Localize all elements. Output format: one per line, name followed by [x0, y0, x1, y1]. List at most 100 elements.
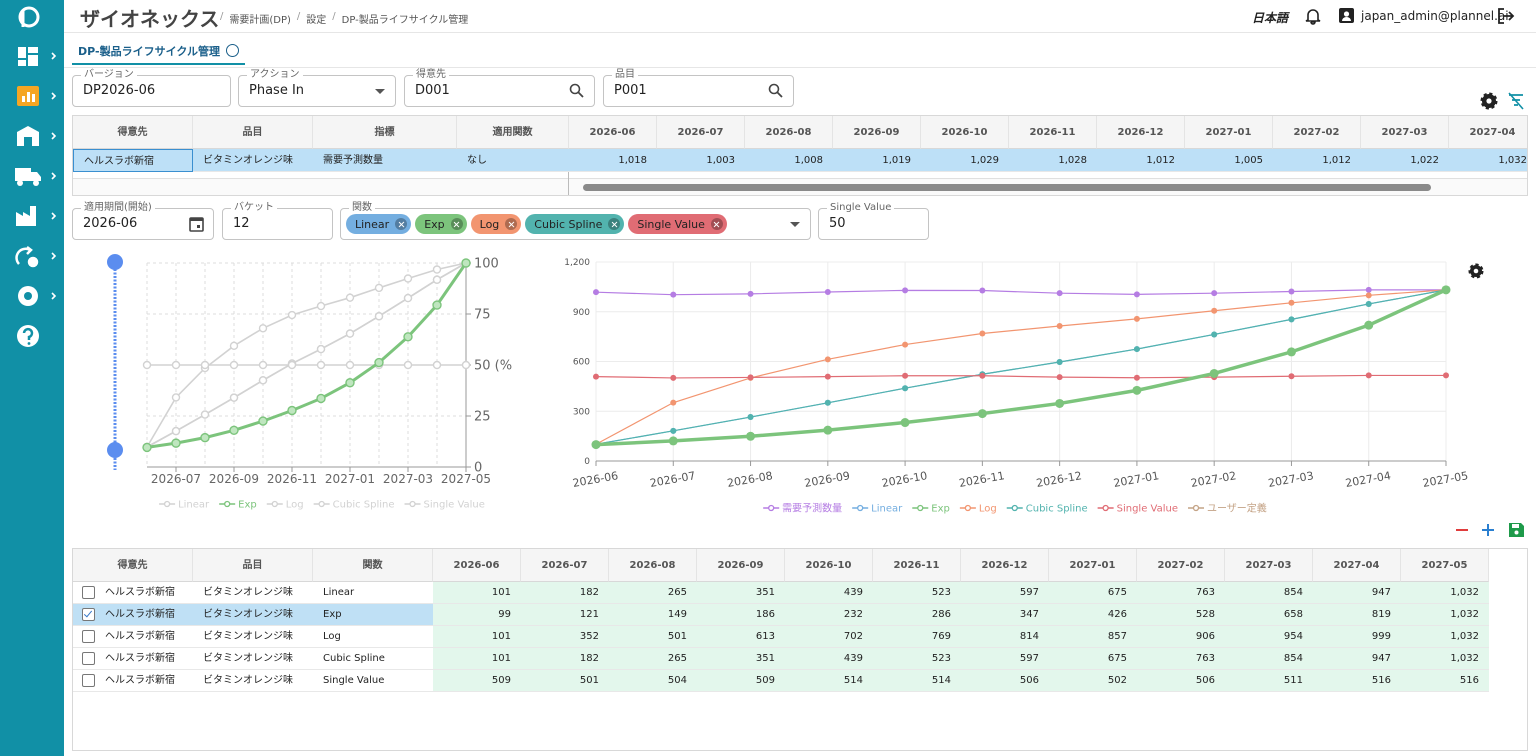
nav-settings[interactable]	[18, 286, 38, 306]
x-tick-label: 2026-06	[572, 469, 620, 490]
bucket-field[interactable]: バケット 12	[222, 202, 333, 240]
settings-icon[interactable]	[1480, 92, 1498, 110]
user-email[interactable]: japan_admin@plannel.ai	[1361, 9, 1509, 23]
search-icon[interactable]	[768, 83, 783, 98]
legend-item[interactable]: Exp	[912, 504, 950, 515]
function-select[interactable]: 関数 Linear Exp Log Cubic Spline Single Value	[340, 202, 811, 240]
row-checkbox[interactable]	[82, 652, 95, 665]
data-point	[403, 293, 413, 303]
data-point	[1056, 323, 1063, 330]
logout-icon[interactable]	[1497, 7, 1515, 25]
value-cell: 763	[1137, 648, 1225, 670]
nav-planning[interactable]	[17, 86, 39, 106]
legend-label: Log	[979, 504, 997, 515]
tab-close[interactable]	[226, 44, 240, 57]
user-icon	[1339, 8, 1354, 23]
breadcrumb[interactable]: 設定	[306, 15, 327, 26]
data-point	[432, 300, 442, 310]
series-line	[595, 289, 1447, 445]
data-point	[1441, 285, 1451, 295]
value-cell: 182	[521, 582, 609, 604]
filter-clear-icon[interactable]	[1507, 92, 1525, 110]
function-chip[interactable]: Cubic Spline	[525, 214, 625, 234]
nav-delivery[interactable]	[15, 168, 41, 186]
value-cell: 597	[961, 648, 1049, 670]
value-cell: 501	[521, 670, 609, 692]
sidebar-bg	[0, 0, 64, 756]
value-cell: 121	[521, 604, 609, 626]
search-icon[interactable]	[569, 83, 584, 98]
legend-item[interactable]: Linear	[159, 500, 210, 511]
value-cell: 528	[1137, 604, 1225, 626]
row-checkbox[interactable]	[82, 630, 95, 643]
result-table: 得意先 品目 関数 2026-06 2026-07 2026-08 2026-09 2026-…	[72, 548, 1528, 751]
column-header: 2027-02	[1137, 549, 1225, 582]
language[interactable]: 日本語	[1252, 11, 1289, 25]
legend-item[interactable]: Exp	[219, 500, 257, 511]
legend-item[interactable]: Log	[266, 500, 304, 511]
chip-remove[interactable]	[710, 218, 723, 230]
value-cell: 1,005	[1185, 149, 1273, 172]
data-point	[258, 360, 268, 370]
tab[interactable]: DP-製品ライフサイクル管理	[72, 38, 246, 65]
data-point	[403, 360, 413, 370]
data-point	[591, 440, 601, 450]
chip-remove[interactable]	[395, 218, 408, 230]
data-point	[316, 360, 326, 370]
nav-factory[interactable]	[16, 206, 36, 226]
function-chip[interactable]: Linear	[346, 214, 412, 234]
data-point	[287, 310, 297, 320]
value-cell: 1,022	[1361, 149, 1449, 172]
function-chip[interactable]: Log	[470, 214, 522, 234]
version-field[interactable]: バージョン DP2026-06	[72, 69, 231, 107]
chart-settings-icon[interactable]	[1468, 263, 1484, 279]
series-line	[595, 289, 1447, 445]
start-field[interactable]: 適用期間(開始) 2026-06	[72, 202, 214, 240]
legend-item[interactable]: Cubic Spline	[313, 500, 395, 511]
row-checkbox[interactable]	[82, 674, 95, 687]
value-cell: 1,003	[657, 149, 745, 172]
chip-remove[interactable]	[450, 218, 463, 230]
legend-item[interactable]: Single Value	[404, 500, 485, 511]
legend-item[interactable]: Cubic Spline	[1006, 504, 1088, 515]
data-point	[374, 357, 384, 368]
value-cell: 819	[1313, 604, 1401, 626]
legend-item[interactable]: ユーザー定義	[1188, 502, 1267, 515]
nav-cycle[interactable]	[15, 246, 39, 268]
save-button[interactable]	[1509, 523, 1524, 537]
x-tick-label: 2027-03	[383, 472, 433, 486]
row-checkbox[interactable]	[82, 608, 95, 621]
calendar-icon[interactable]	[189, 216, 204, 232]
scrollbar-thumb[interactable]	[583, 184, 1431, 191]
data-point	[1056, 290, 1063, 297]
action-select[interactable]: アクション Phase In	[238, 69, 396, 107]
row-checkbox[interactable]	[82, 586, 95, 599]
slider-handle[interactable]	[107, 442, 123, 458]
bell-icon[interactable]	[1305, 7, 1321, 25]
chip-remove[interactable]	[505, 218, 518, 230]
legend-item[interactable]: Log	[959, 504, 997, 515]
y-tick-label: 25	[474, 410, 491, 425]
customer-field[interactable]: 得意先 D001	[404, 69, 595, 107]
legend-item[interactable]: 需要予測数量	[763, 502, 842, 515]
text-cell: 需要予測数量	[313, 149, 457, 172]
legend-item[interactable]: Single Value	[1097, 504, 1178, 515]
item-field[interactable]: 品目 P001	[603, 69, 794, 107]
legend-item[interactable]: Linear	[852, 504, 903, 515]
function-chip[interactable]: Single Value	[628, 214, 727, 234]
dropdown-arrow	[375, 89, 385, 94]
breadcrumb[interactable]: 需要計画(DP)	[229, 15, 291, 26]
chip-remove[interactable]	[608, 218, 621, 230]
add-button[interactable]	[1482, 524, 1494, 536]
legend-swatch	[163, 500, 171, 508]
single-value-field[interactable]: Single Value 50	[818, 202, 929, 240]
function-chip[interactable]: Exp	[415, 214, 467, 234]
slider-handle[interactable]	[107, 254, 123, 270]
nav-warehouse[interactable]	[17, 126, 39, 146]
x-tick-label: 2026-10	[881, 469, 929, 490]
column-header: 2026-09	[697, 549, 785, 582]
data-point	[432, 275, 442, 284]
nav-help[interactable]	[17, 325, 39, 347]
nav-dashboard[interactable]	[18, 47, 38, 66]
legend-label: ユーザー定義	[1207, 502, 1267, 515]
